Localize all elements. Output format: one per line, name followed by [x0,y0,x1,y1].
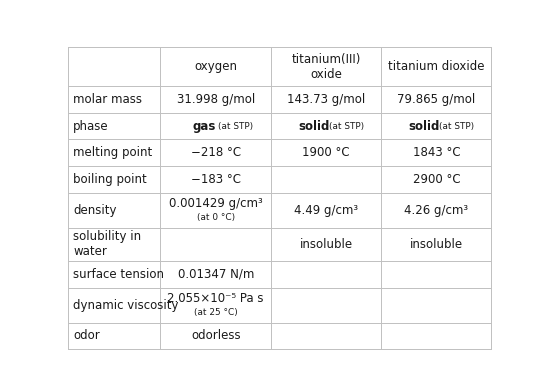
Text: −183 °C: −183 °C [191,173,241,186]
Text: melting point: melting point [73,146,152,159]
Text: molar mass: molar mass [73,93,143,106]
Text: density: density [73,204,117,217]
Text: solid: solid [299,120,330,132]
Text: 4.49 g/cm³: 4.49 g/cm³ [294,204,358,217]
Text: −218 °C: −218 °C [191,146,241,159]
Text: 79.865 g/mol: 79.865 g/mol [397,93,476,106]
Text: 31.998 g/mol: 31.998 g/mol [176,93,255,106]
Text: (at STP): (at STP) [439,122,474,131]
Text: surface tension: surface tension [73,268,164,281]
Text: insoluble: insoluble [300,238,353,251]
Text: (at STP): (at STP) [329,122,364,131]
Text: dynamic viscosity: dynamic viscosity [73,299,179,312]
Text: (at 25 °C): (at 25 °C) [194,308,238,317]
Text: 0.001429 g/cm³: 0.001429 g/cm³ [169,197,263,210]
Text: oxygen: oxygen [194,60,237,73]
Text: (at STP): (at STP) [218,122,253,131]
Text: 1900 °C: 1900 °C [302,146,350,159]
Text: solid: solid [409,120,440,132]
Text: 0.01347 N/m: 0.01347 N/m [177,268,254,281]
Text: 2900 °C: 2900 °C [413,173,460,186]
Text: 4.26 g/cm³: 4.26 g/cm³ [405,204,468,217]
Text: boiling point: boiling point [73,173,147,186]
Text: titanium(III)
oxide: titanium(III) oxide [292,53,361,80]
Text: odorless: odorless [191,329,241,342]
Text: 1843 °C: 1843 °C [413,146,460,159]
Text: insoluble: insoluble [410,238,463,251]
Text: phase: phase [73,120,109,132]
Text: gas: gas [192,120,216,132]
Text: (at 0 °C): (at 0 °C) [197,213,235,222]
Text: titanium dioxide: titanium dioxide [388,60,485,73]
Text: 2.055×10⁻⁵ Pa s: 2.055×10⁻⁵ Pa s [168,292,264,305]
Text: 143.73 g/mol: 143.73 g/mol [287,93,365,106]
Text: odor: odor [73,329,100,342]
Text: solubility in
water: solubility in water [73,230,141,258]
